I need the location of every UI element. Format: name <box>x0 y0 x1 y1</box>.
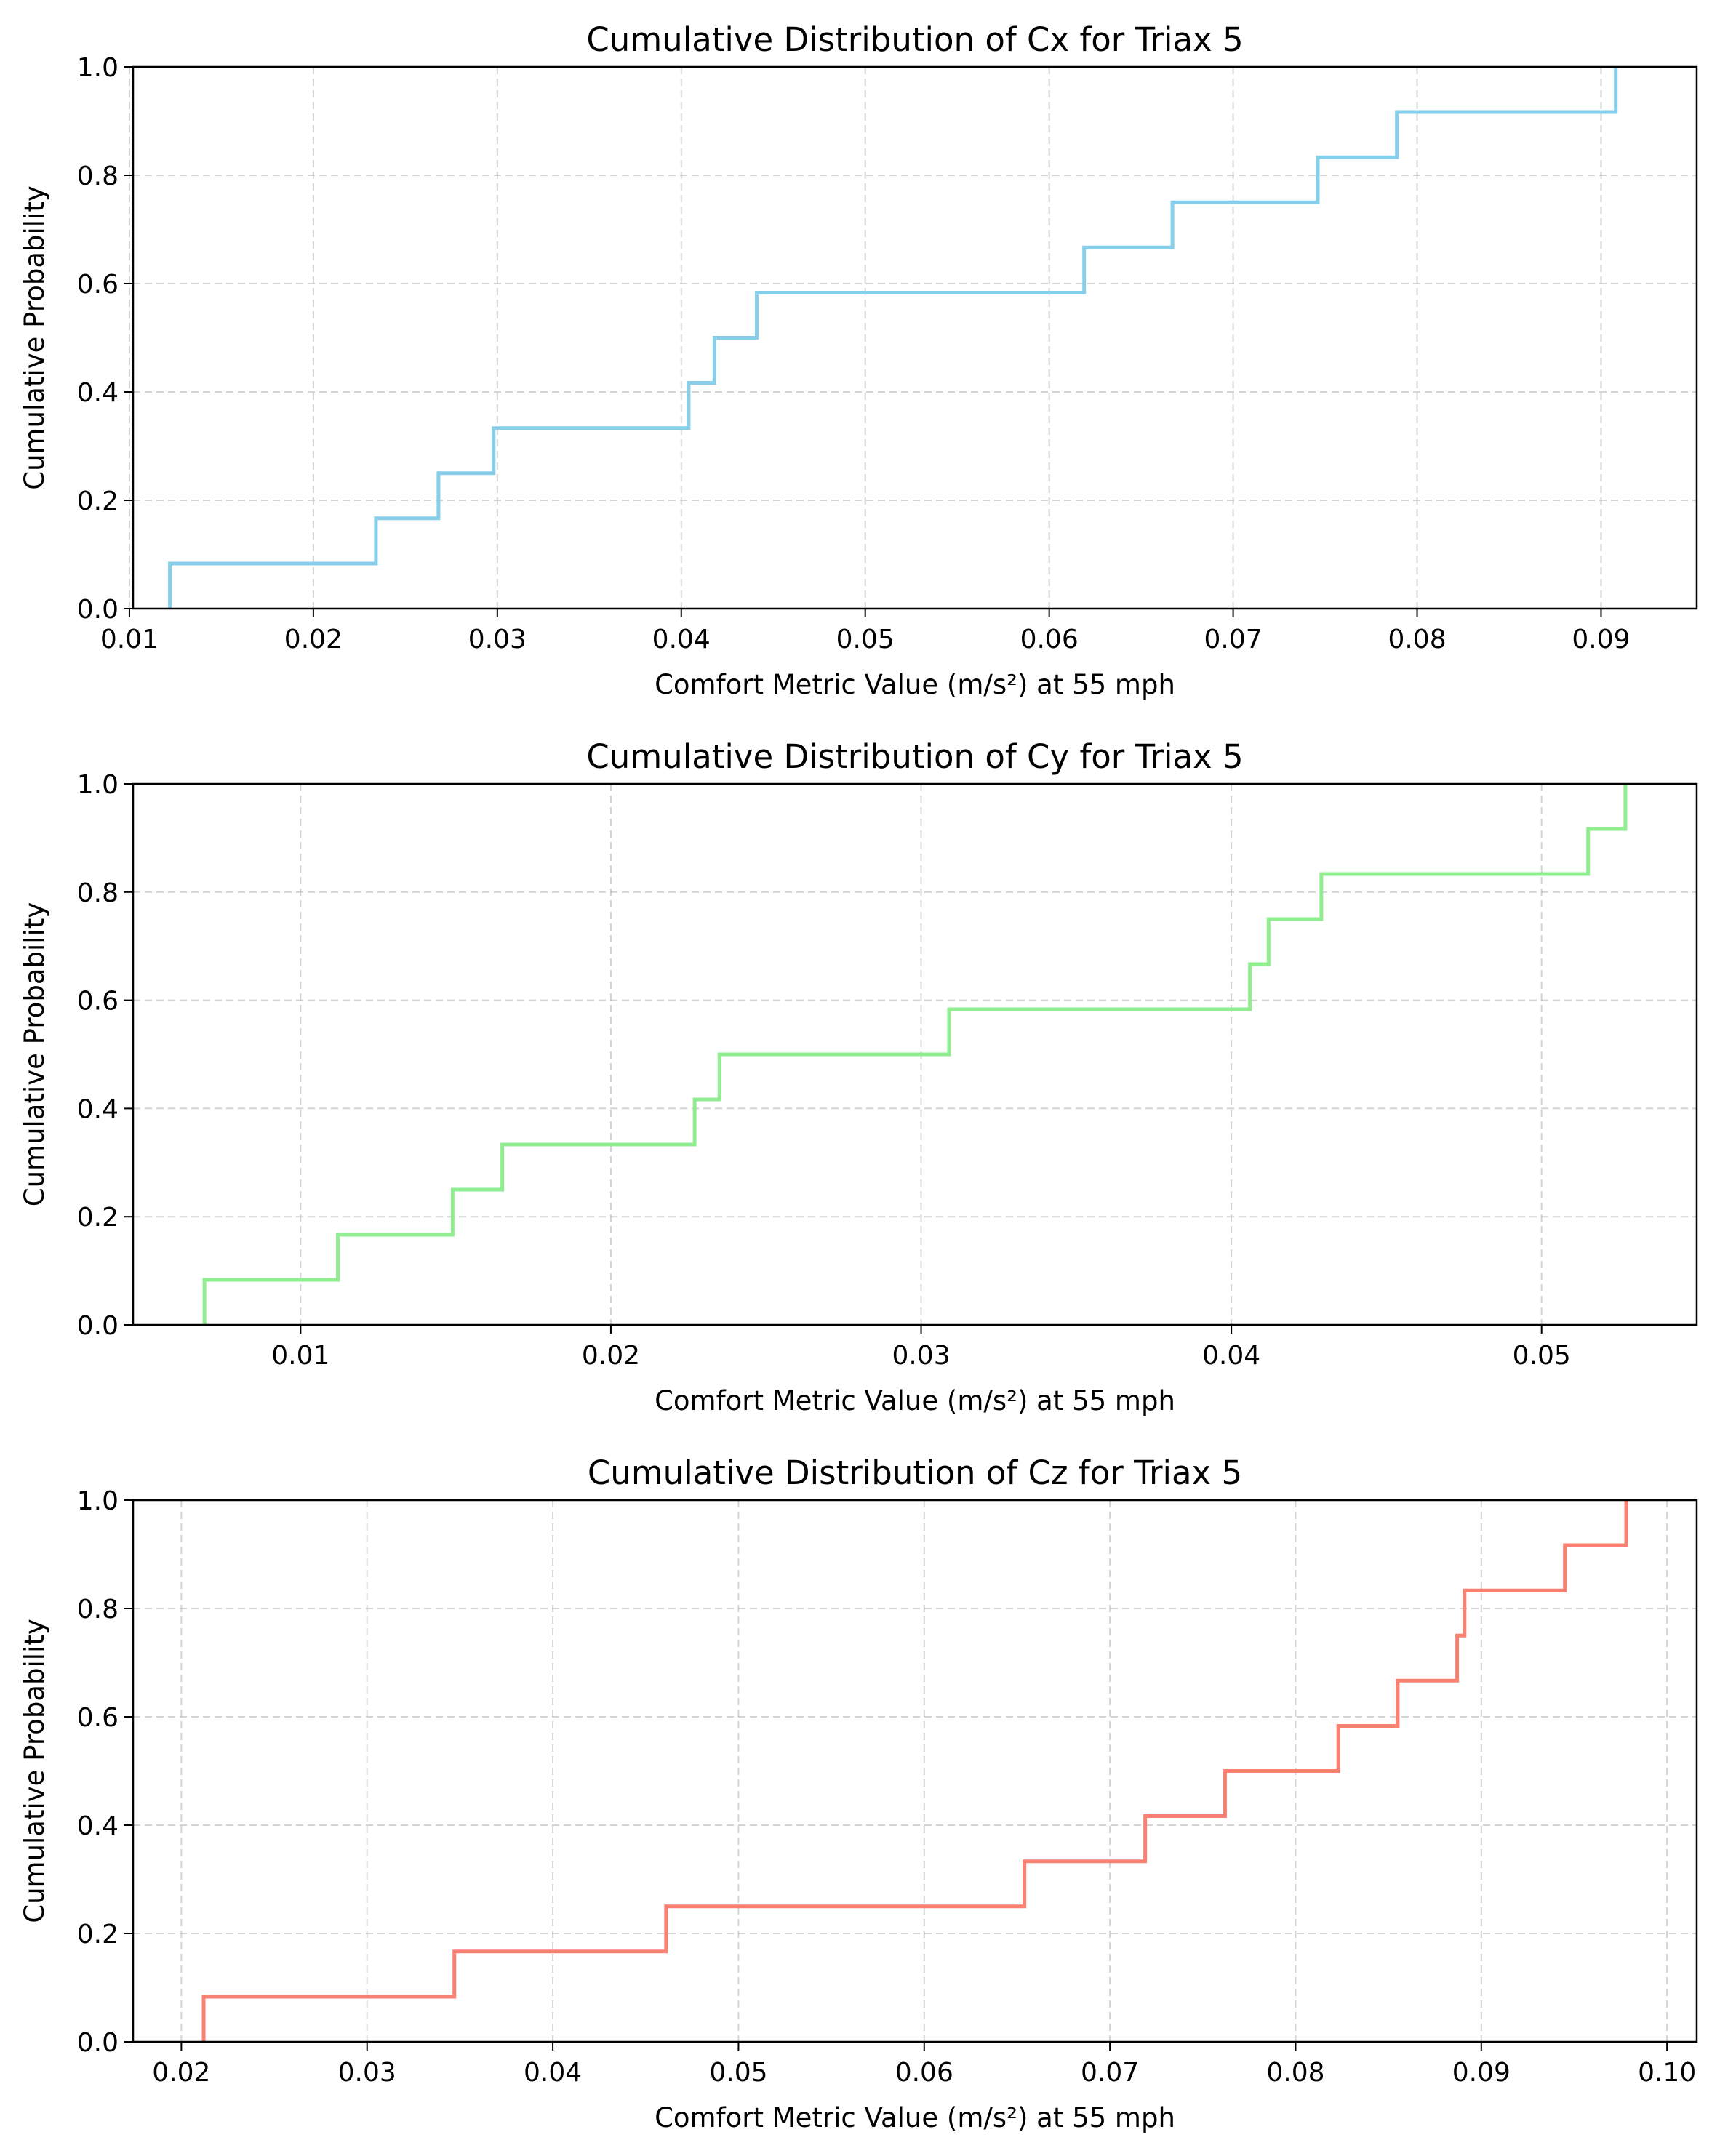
x-tick-label: 0.03 <box>892 1341 950 1371</box>
x-tick-label: 0.05 <box>709 2058 767 2088</box>
plot-frame <box>132 782 1698 1326</box>
x-tick-label: 0.08 <box>1266 2058 1324 2088</box>
x-tick-label: 0.06 <box>895 2058 953 2088</box>
x-axis-label: Comfort Metric Value (m/s²) at 55 mph <box>655 1385 1175 1416</box>
chart-panel-2: 0.01 0.02 0.03 0.04 0.05 0.0 0.2 0.4 0.6 0.8 1.0 Cu… <box>19 737 1698 1416</box>
x-tick-label: 0.05 <box>1513 1341 1571 1371</box>
y-tick-label: 0.4 <box>77 1811 119 1841</box>
x-axis-label: Comfort Metric Value (m/s²) at 55 mph <box>655 669 1175 700</box>
y-tick-label: 0.4 <box>77 378 119 408</box>
y-tick-label: 0.6 <box>77 987 119 1017</box>
y-tick-label: 0.8 <box>77 161 119 191</box>
cdf-step-line <box>201 1500 1628 2042</box>
x-tick-label: 0.04 <box>1202 1341 1260 1371</box>
x-tick-label: 0.04 <box>652 625 711 654</box>
y-tick-label: 0.8 <box>77 878 119 908</box>
x-tick-label: 0.03 <box>338 2058 396 2088</box>
x-tick-label: 0.02 <box>582 1341 640 1371</box>
x-tick-label: 0.07 <box>1081 2058 1139 2088</box>
x-tick-label: 0.04 <box>524 2058 582 2088</box>
y-tick-label: 0.0 <box>77 595 119 625</box>
y-tick-label: 0.0 <box>77 2028 119 2058</box>
y-tick-label: 0.2 <box>77 486 119 516</box>
y-tick-label: 0.8 <box>77 1595 119 1624</box>
y-axis-label: Cumulative Probability <box>19 1619 50 1923</box>
y-tick-label: 0.6 <box>77 270 119 300</box>
plot-frame <box>132 1499 1698 2043</box>
x-tick-label: 0.07 <box>1204 625 1263 654</box>
chart-panel-1: 0.01 0.02 0.03 0.04 0.05 0.06 0.07 0.08 0.09 0.0 0… <box>19 20 1698 700</box>
chart-panel-3: 0.02 0.03 0.04 0.05 0.06 0.07 0.08 0.09 0.10 0.0 0… <box>19 1454 1698 2133</box>
cdf-step-line <box>168 67 1618 609</box>
y-tick-label: 1.0 <box>77 1486 119 1516</box>
x-tick-label: 0.02 <box>284 625 343 654</box>
x-tick-label: 0.03 <box>468 625 527 654</box>
chart-title: Cumulative Distribution of Cx for Triax … <box>586 20 1243 59</box>
x-tick-label: 0.10 <box>1638 2058 1696 2088</box>
x-tick-label: 0.09 <box>1572 625 1630 654</box>
y-tick-label: 0.6 <box>77 1703 119 1733</box>
chart-title: Cumulative Distribution of Cz for Triax … <box>588 1454 1242 1492</box>
y-axis-label: Cumulative Probability <box>19 902 50 1207</box>
x-tick-label: 0.05 <box>836 625 895 654</box>
chart-title: Cumulative Distribution of Cy for Triax … <box>586 737 1243 776</box>
y-axis-label: Cumulative Probability <box>19 185 50 490</box>
y-tick-label: 0.2 <box>77 1203 119 1233</box>
x-tick-label: 0.01 <box>100 625 159 654</box>
y-tick-label: 1.0 <box>77 770 119 800</box>
plot-frame <box>132 65 1698 610</box>
x-tick-label: 0.01 <box>271 1341 329 1371</box>
x-axis-label: Comfort Metric Value (m/s²) at 55 mph <box>655 2102 1175 2133</box>
x-tick-label: 0.08 <box>1388 625 1446 654</box>
x-tick-label: 0.02 <box>152 2058 210 2088</box>
y-tick-label: 0.0 <box>77 1311 119 1341</box>
cdf-step-line <box>202 784 1628 1325</box>
x-tick-label: 0.09 <box>1452 2058 1511 2088</box>
y-tick-label: 0.2 <box>77 1920 119 1949</box>
x-tick-label: 0.06 <box>1020 625 1079 654</box>
y-tick-label: 0.4 <box>77 1094 119 1124</box>
y-tick-label: 1.0 <box>77 53 119 83</box>
